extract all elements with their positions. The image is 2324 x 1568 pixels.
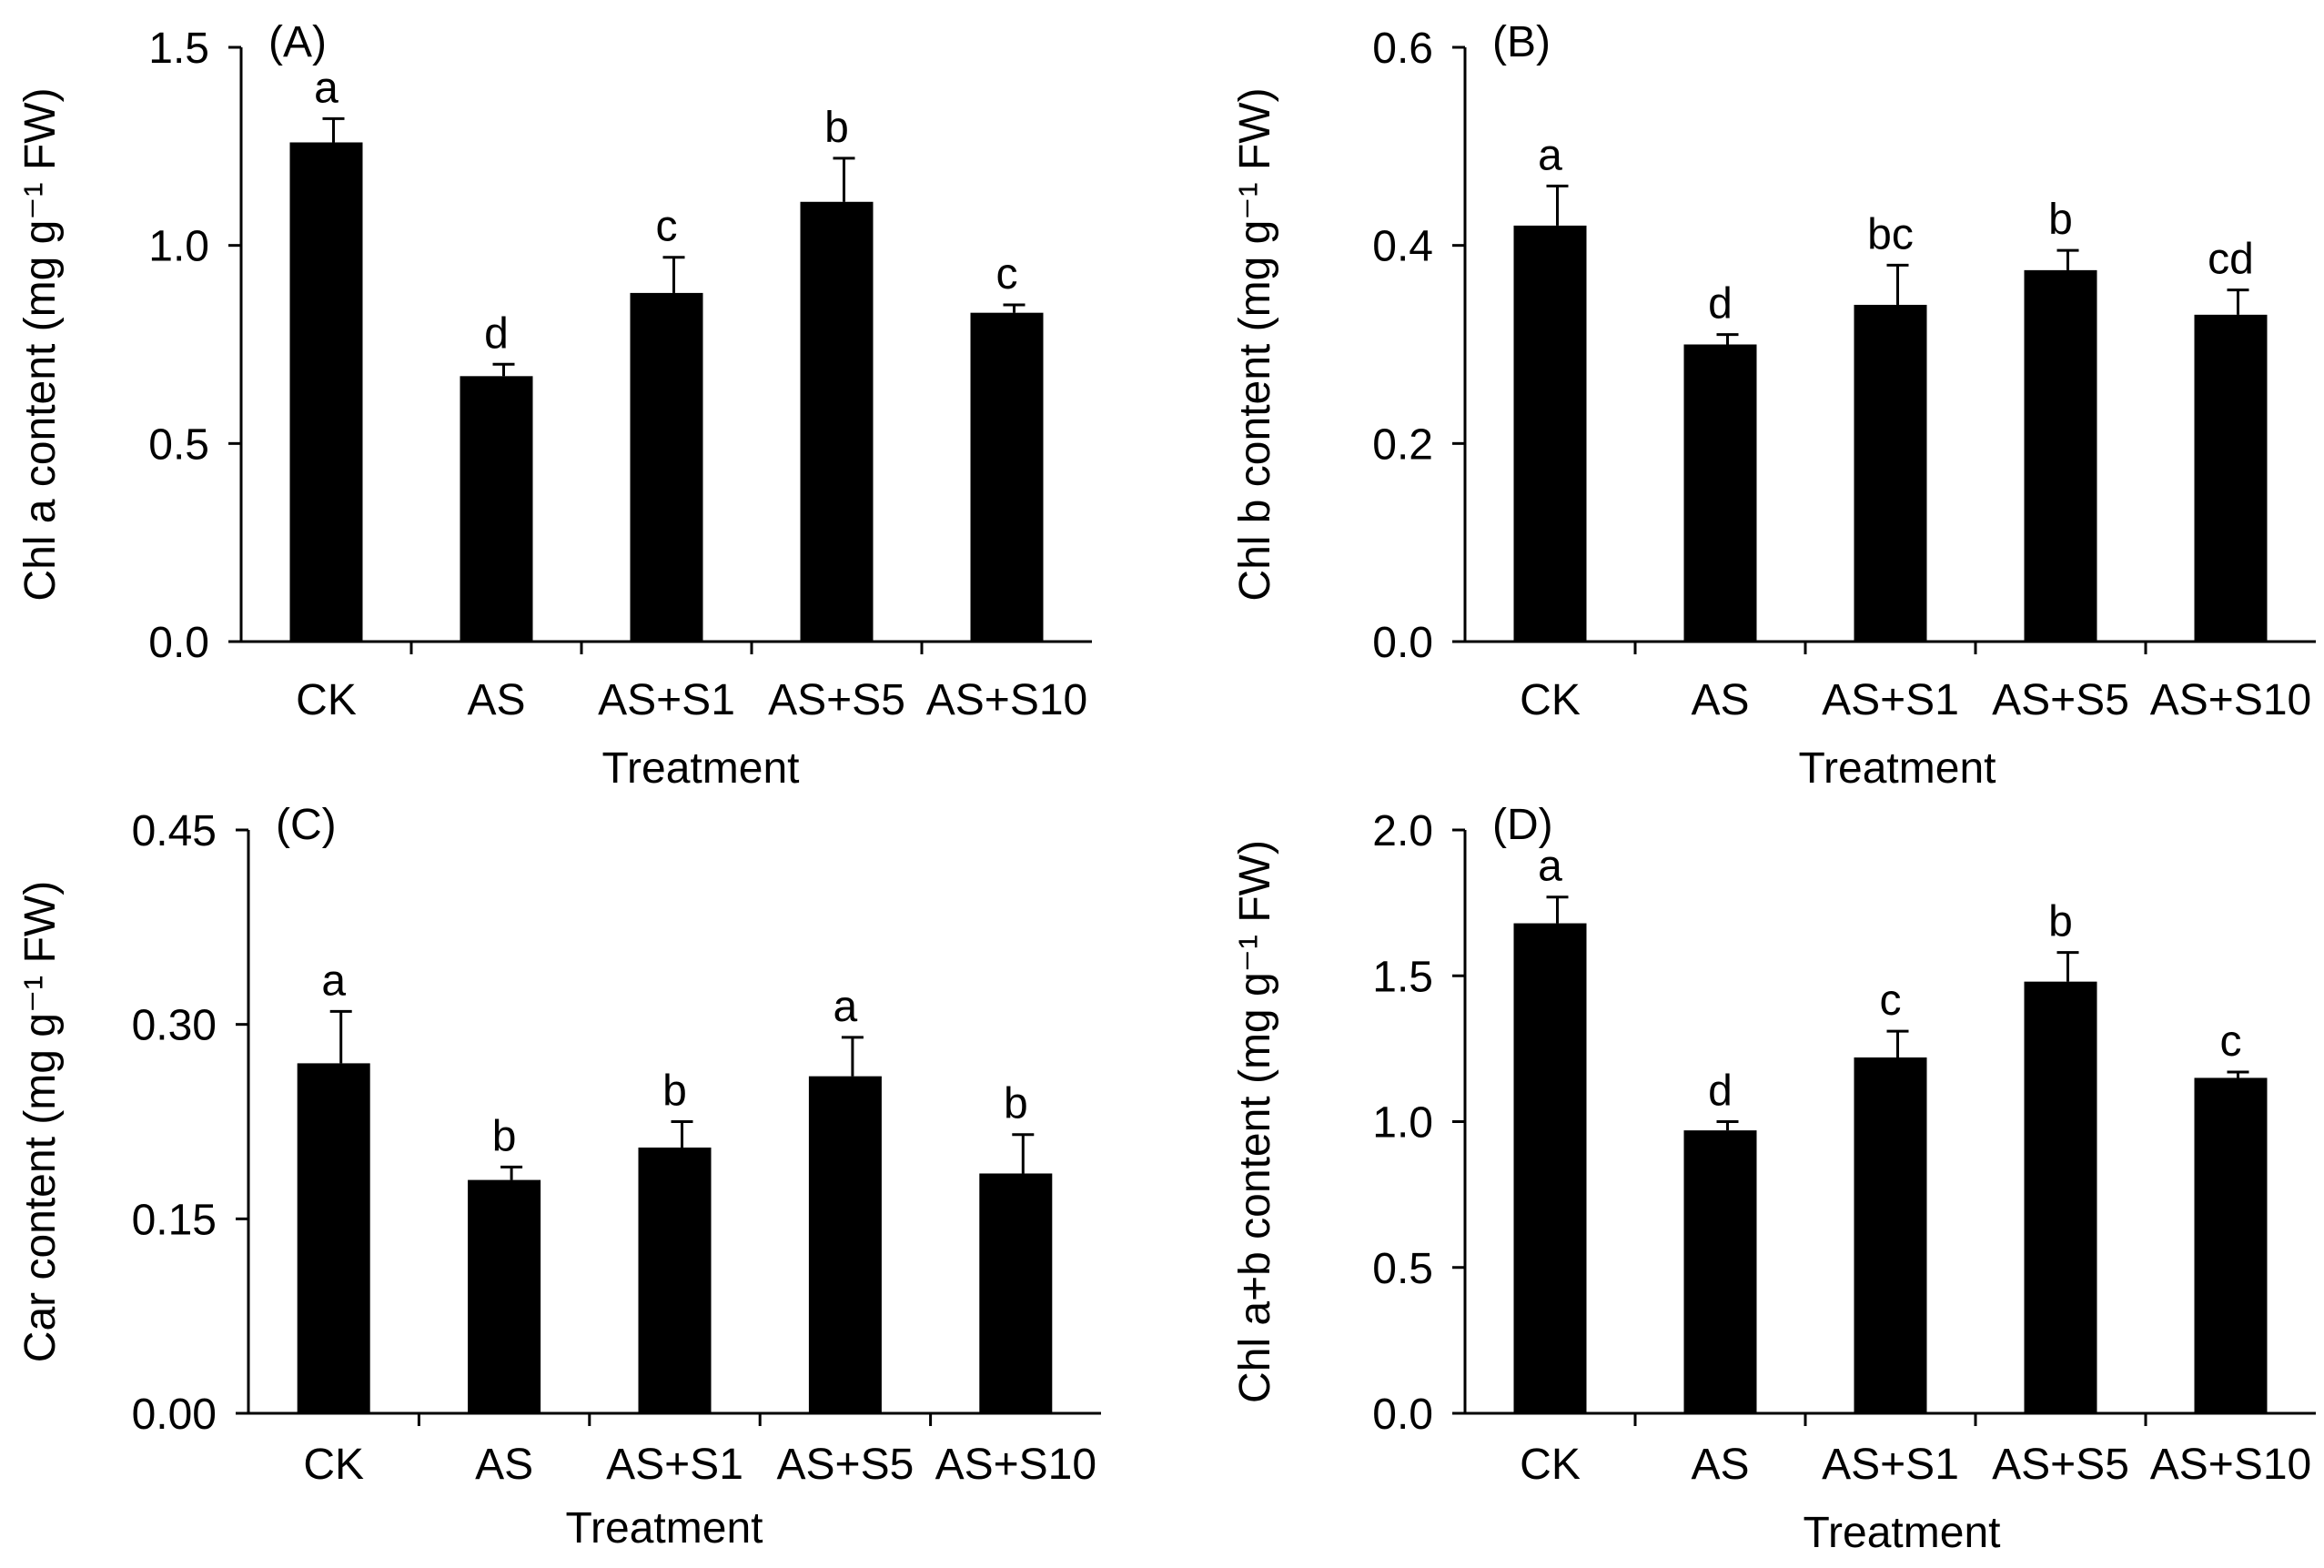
- significance-label: bc: [1867, 210, 1914, 258]
- y-tick-label: 0.15: [132, 1196, 217, 1244]
- significance-label: d: [484, 309, 509, 358]
- significance-label: d: [1708, 1067, 1733, 1116]
- y-axis-title: Chl a content (mg g⁻¹ FW): [16, 87, 65, 601]
- y-tick-label: 0.0: [1372, 619, 1433, 667]
- significance-label: b: [662, 1067, 687, 1116]
- y-tick-label: 1.0: [148, 223, 209, 271]
- bar-as-s10: [970, 312, 1044, 642]
- bar-as-s5: [800, 201, 874, 642]
- y-tick-label: 0.2: [1372, 420, 1433, 469]
- category-label: AS+S1: [1822, 1441, 1959, 1489]
- y-tick-label: 0.45: [132, 807, 217, 855]
- y-tick-label: 1.0: [1372, 1099, 1433, 1148]
- y-axis-title: Chl b content (mg g⁻¹ FW): [1231, 87, 1279, 601]
- significance-label: a: [1538, 131, 1562, 179]
- significance-label: c: [2220, 1017, 2242, 1066]
- panel-label: (D): [1492, 801, 1553, 849]
- panel-label: (A): [268, 18, 327, 66]
- bar-as-s5: [808, 1076, 882, 1413]
- panel-label: (C): [276, 801, 337, 849]
- category-label: AS+S5: [1992, 1441, 2129, 1489]
- bar-ck: [289, 142, 363, 642]
- significance-label: b: [2048, 898, 2073, 946]
- significance-label: d: [1708, 280, 1733, 329]
- bar-as-s1: [1854, 304, 1927, 642]
- significance-label: a: [834, 983, 858, 1031]
- category-label: AS: [1691, 676, 1749, 724]
- y-tick-label: 0.30: [132, 1002, 217, 1050]
- bar-as: [468, 1179, 541, 1413]
- significance-label: c: [656, 203, 678, 251]
- x-axis-title: Treatment: [602, 744, 800, 793]
- bar-as-s10: [979, 1173, 1053, 1413]
- significance-label: b: [824, 104, 849, 152]
- bar-ck: [1513, 225, 1587, 642]
- bar-as: [1683, 1130, 1757, 1413]
- category-label: CK: [303, 1441, 364, 1489]
- category-label: CK: [1520, 676, 1581, 724]
- y-tick-label: 0.6: [1372, 25, 1433, 73]
- significance-label: b: [492, 1112, 517, 1160]
- y-tick-label: 0.00: [132, 1391, 217, 1439]
- category-label: AS+S10: [926, 676, 1087, 724]
- significance-label: b: [2048, 196, 2073, 244]
- chart-panel-1: 0.0 0.5 1.0 1.5 a CK d AS c AS+S1 b AS+S5 c AS+S10 (A)…: [16, 18, 1092, 793]
- category-label: CK: [1520, 1441, 1581, 1489]
- y-axis-title: Chl a+b content (mg g⁻¹ FW): [1231, 840, 1279, 1403]
- bar-as: [1683, 344, 1757, 642]
- significance-label: a: [321, 956, 346, 1005]
- bar-ck: [1513, 923, 1587, 1413]
- category-label: AS+S10: [2150, 1441, 2311, 1489]
- category-label: AS+S1: [1822, 676, 1959, 724]
- category-label: AS: [467, 676, 525, 724]
- significance-label: c: [1880, 976, 1902, 1025]
- bar-as-s5: [2024, 269, 2097, 642]
- category-label: AS+S1: [598, 676, 735, 724]
- category-label: AS+S5: [777, 1441, 914, 1489]
- category-label: AS+S1: [606, 1441, 743, 1489]
- category-label: AS+S5: [768, 676, 905, 724]
- y-tick-label: 0.0: [148, 619, 209, 667]
- y-tick-label: 1.5: [148, 25, 209, 73]
- chart-panel-4: 0.0 0.5 1.0 1.5 2.0 a CK d AS c AS+S1 b AS+S5 c AS+S10…: [1231, 801, 2316, 1557]
- category-label: CK: [296, 676, 357, 724]
- significance-label: c: [996, 250, 1018, 298]
- x-axis-title: Treatment: [566, 1504, 763, 1553]
- y-tick-label: 0.5: [1372, 1245, 1433, 1293]
- y-tick-label: 0.4: [1372, 223, 1433, 271]
- y-tick-label: 0.5: [148, 420, 209, 469]
- category-label: AS+S5: [1992, 676, 2129, 724]
- category-label: AS+S10: [2150, 676, 2311, 724]
- bar-as-s1: [638, 1147, 712, 1413]
- category-label: AS+S10: [935, 1441, 1096, 1489]
- category-label: AS: [1691, 1441, 1749, 1489]
- panel-label: (B): [1492, 18, 1551, 66]
- y-axis-title: Car content (mg g⁻¹ FW): [16, 881, 65, 1362]
- significance-label: a: [1538, 843, 1562, 891]
- x-axis-title: Treatment: [1804, 1509, 2001, 1557]
- bar-as: [460, 376, 533, 642]
- chart-panel-2: 0.0 0.2 0.4 0.6 a CK d AS bc AS+S1 b AS+S5 cd AS+S10 (…: [1231, 18, 2316, 793]
- y-tick-label: 0.0: [1372, 1391, 1433, 1439]
- bar-as-s1: [630, 292, 703, 642]
- significance-label: cd: [2208, 236, 2254, 284]
- bar-ck: [297, 1063, 370, 1413]
- y-tick-label: 1.5: [1372, 953, 1433, 1001]
- category-label: AS: [475, 1441, 533, 1489]
- significance-label: b: [1004, 1080, 1028, 1128]
- significance-label: a: [314, 64, 338, 112]
- bar-as-s10: [2194, 314, 2268, 642]
- y-tick-label: 2.0: [1372, 807, 1433, 855]
- chart-panel-3: 0.00 0.15 0.30 0.45 a CK b AS b AS+S1 a AS+S5 b AS+S1…: [16, 801, 1101, 1553]
- bar-as-s5: [2024, 981, 2097, 1413]
- bar-as-s1: [1854, 1057, 1927, 1413]
- x-axis-title: Treatment: [1799, 744, 1996, 793]
- bar-as-s10: [2194, 1077, 2268, 1413]
